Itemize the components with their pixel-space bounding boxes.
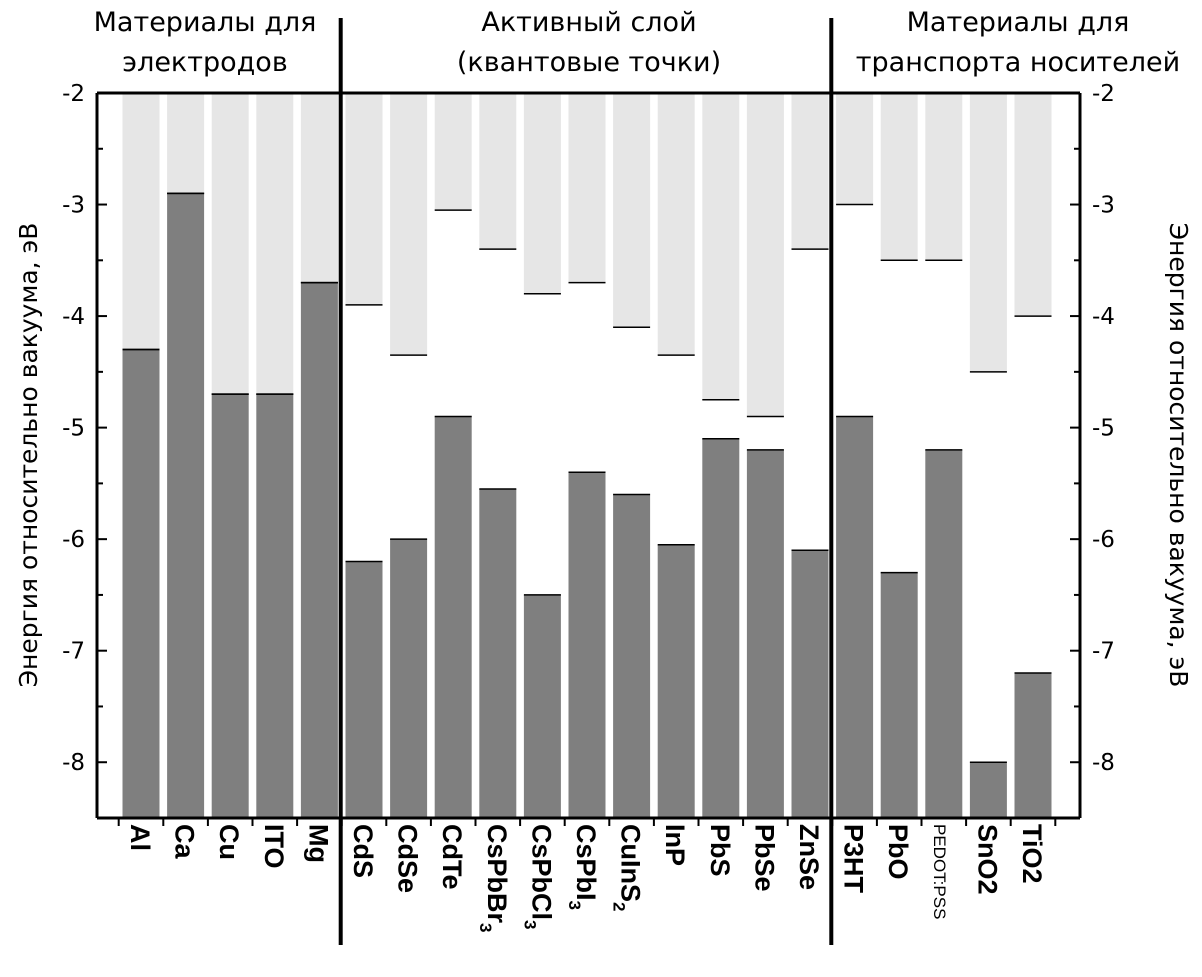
category-label: Mg <box>303 824 333 863</box>
bar-upper-P3HT <box>836 93 874 205</box>
bar-lower-PbO <box>880 572 918 818</box>
y-axis-title-left: Энергия относительно вакуума, эВ <box>14 223 43 688</box>
category-label: P3HT <box>839 824 869 894</box>
bar-lower-PbSe <box>746 449 784 818</box>
y-tick-label-right: -2 <box>1092 81 1115 107</box>
bar-upper-CdTe <box>434 93 472 211</box>
group-titles: Материалы для электродов Активный слой (ква… <box>94 7 1181 78</box>
group-title-1: (квантовые точки) <box>457 47 721 78</box>
category-label: CuInS2 <box>610 824 646 911</box>
bar-lower-CdS <box>345 561 383 818</box>
bar-lower-P3HT <box>836 416 874 818</box>
bar-upper-ITO <box>256 93 294 395</box>
y-tick-label-right: -8 <box>1092 750 1115 776</box>
bar-upper-CdSe <box>390 93 428 356</box>
bar-lower-CsPbCl3 <box>523 594 561 818</box>
group-title-2: Материалы для <box>907 7 1130 38</box>
y-tick-label-left: -7 <box>62 639 85 665</box>
group-title-1: Активный слой <box>481 7 696 38</box>
bar-lower-CsPbBr3 <box>479 488 517 818</box>
bar-lower-Mg <box>300 282 338 819</box>
category-label: Ca <box>170 824 200 859</box>
category-label: PbS <box>705 824 735 877</box>
y-tick-label-right: -7 <box>1092 639 1115 665</box>
y-tick-label-right: -5 <box>1092 416 1115 442</box>
group-title-0: Материалы для <box>94 7 317 38</box>
bar-lower-PEDOT:PSS <box>925 449 963 818</box>
category-label: CdS <box>348 824 378 878</box>
bar-upper-CuInS2 <box>613 93 651 328</box>
bar-upper-InP <box>657 93 695 356</box>
category-label: CsPbBr3 <box>476 824 512 933</box>
category-label: CdSe <box>393 824 423 893</box>
bar-lower-ITO <box>256 394 294 818</box>
y-tick-label-left: -8 <box>62 750 85 776</box>
y-tick-label-left: -2 <box>62 81 85 107</box>
y-tick-label-left: -5 <box>62 416 85 442</box>
category-label: PEDOT:PSS <box>930 824 949 919</box>
y-tick-label-left: -6 <box>62 527 85 553</box>
bars <box>122 93 1052 819</box>
bar-upper-Al <box>122 93 160 350</box>
bar-lower-SnO2 <box>969 762 1007 818</box>
y-tick-label-right: -3 <box>1092 193 1115 219</box>
category-label: PbSe <box>749 824 779 892</box>
category-label: SnO2 <box>972 824 1002 895</box>
bar-upper-CsPbI3 <box>568 93 606 283</box>
bar-upper-TiO2 <box>1014 93 1052 317</box>
bar-lower-PbS <box>702 438 740 818</box>
group-title-2: транспорта носителей <box>856 47 1180 78</box>
category-label: CdTe <box>437 824 467 890</box>
axes: -2 -2 -3 -3 -4 -4 -5 -5 -6 -6 -7 -7 -8 -8 <box>62 18 1115 945</box>
category-label: CsPbCl3 <box>520 824 556 930</box>
category-label: PbO <box>883 824 913 880</box>
bar-upper-PbS <box>702 93 740 400</box>
category-label: CsPbI3 <box>565 824 601 910</box>
y-tick-label-left: -3 <box>62 193 85 219</box>
bar-upper-SnO2 <box>969 93 1007 372</box>
bar-lower-CdTe <box>434 416 472 818</box>
group-title-0: электродов <box>122 47 287 78</box>
y-tick-label-right: -4 <box>1092 304 1115 330</box>
bar-upper-CdS <box>345 93 383 305</box>
y-axis-title-right: Энергия относительно вакуума, эВ <box>1164 223 1193 688</box>
bar-lower-Al <box>122 349 160 818</box>
category-label: InP <box>660 824 690 866</box>
bar-lower-CuInS2 <box>613 494 651 818</box>
bar-lower-InP <box>657 544 695 818</box>
category-label: Al <box>125 824 155 851</box>
category-label: ZnSe <box>794 824 824 890</box>
category-labels: Al Ca Cu ITO Mg CdS CdSe CdTe CsPbBr3CsPbCl3CsPb… <box>125 824 1047 933</box>
bar-lower-Ca <box>167 193 205 818</box>
bar-upper-Cu <box>211 93 249 395</box>
bar-lower-TiO2 <box>1014 673 1052 818</box>
bar-lower-Cu <box>211 394 249 818</box>
bar-lower-ZnSe <box>791 550 829 818</box>
bar-upper-PbSe <box>746 93 784 417</box>
category-label: ITO <box>259 824 289 869</box>
bar-upper-PbO <box>880 93 918 261</box>
bar-lower-CsPbI3 <box>568 472 606 818</box>
y-tick-label-right: -6 <box>1092 527 1115 553</box>
bar-upper-CsPbBr3 <box>479 93 517 250</box>
bar-upper-ZnSe <box>791 93 829 250</box>
bar-upper-PEDOT:PSS <box>925 93 963 261</box>
category-label: Cu <box>214 824 244 860</box>
bar-upper-Mg <box>300 93 338 283</box>
category-label: TiO2 <box>1017 824 1047 884</box>
bar-upper-CsPbCl3 <box>523 93 561 294</box>
y-tick-label-left: -4 <box>62 304 85 330</box>
bar-upper-Ca <box>167 93 205 194</box>
bar-lower-CdSe <box>390 539 428 818</box>
